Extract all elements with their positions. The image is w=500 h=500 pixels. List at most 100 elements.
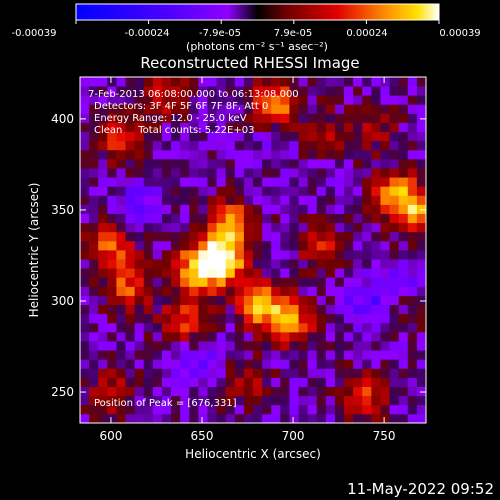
heatmap-cell xyxy=(407,322,418,333)
heatmap-cell xyxy=(225,404,236,415)
heatmap-cell xyxy=(207,177,217,187)
heatmap-cell xyxy=(307,277,318,287)
heatmap-cell xyxy=(207,131,217,142)
heatmap-cell xyxy=(171,95,181,105)
heatmap-cell xyxy=(271,122,281,133)
heatmap-cell xyxy=(80,186,90,196)
heatmap-cell xyxy=(89,131,99,142)
heatmap-cell xyxy=(243,259,254,269)
heatmap-cell xyxy=(307,213,318,224)
heatmap-cell xyxy=(316,404,327,415)
heatmap-cell xyxy=(143,122,154,133)
heatmap-cell xyxy=(143,250,154,260)
heatmap-cell xyxy=(289,204,299,214)
heatmap-cell xyxy=(180,158,190,169)
heatmap-cell xyxy=(344,295,354,306)
heatmap-cell xyxy=(234,413,245,424)
heatmap-cell xyxy=(171,286,181,296)
heatmap-cell xyxy=(316,395,327,406)
heatmap-cell xyxy=(271,204,281,214)
heatmap-cell xyxy=(243,131,254,142)
heatmap-cell xyxy=(171,341,181,351)
heatmap-cell xyxy=(89,140,99,151)
heatmap-cell xyxy=(262,331,272,342)
heatmap-cell xyxy=(225,149,236,160)
heatmap-cell xyxy=(344,86,354,96)
heatmap-cell xyxy=(207,195,217,205)
heatmap-cell xyxy=(325,404,336,415)
heatmap-cell xyxy=(416,259,427,269)
heatmap-cell xyxy=(225,304,236,315)
heatmap-cell xyxy=(161,177,172,187)
heatmap-cell xyxy=(143,304,154,315)
heatmap-cell xyxy=(189,350,199,360)
heatmap-cell xyxy=(389,277,400,287)
heatmap-cell xyxy=(189,395,199,406)
heatmap-cell xyxy=(225,377,236,387)
heatmap-cell xyxy=(98,386,108,397)
heatmap-cell xyxy=(389,168,400,178)
heatmap-cell xyxy=(216,350,227,360)
heatmap-cell xyxy=(225,386,236,397)
heatmap-cell xyxy=(207,149,217,160)
heatmap-cell xyxy=(262,131,272,142)
heatmap-cell xyxy=(307,222,318,233)
heatmap-cell xyxy=(180,268,190,278)
heatmap-cell xyxy=(180,386,190,397)
heatmap-cell xyxy=(316,95,327,105)
heatmap-cell xyxy=(134,222,145,233)
heatmap-cell xyxy=(280,95,290,105)
heatmap-cell xyxy=(407,313,418,324)
heatmap-cell xyxy=(416,250,427,260)
heatmap-cell xyxy=(262,240,272,251)
heatmap-cell xyxy=(344,277,354,287)
heatmap-cell xyxy=(161,240,172,251)
heatmap-cell xyxy=(289,395,299,406)
heatmap-cell xyxy=(98,186,108,196)
heatmap-cell xyxy=(80,113,90,123)
heatmap-cell xyxy=(161,268,172,278)
heatmap-cell xyxy=(125,304,136,315)
heatmap-cell xyxy=(389,404,400,415)
heatmap-cell xyxy=(171,404,181,415)
heatmap-cell xyxy=(180,322,190,333)
heatmap-cell xyxy=(143,286,154,296)
heatmap-cell xyxy=(134,95,145,105)
heatmap-cell xyxy=(171,413,181,424)
heatmap-cell xyxy=(161,359,172,369)
heatmap-cell xyxy=(371,295,381,306)
heatmap-cell xyxy=(180,277,190,287)
heatmap-cell xyxy=(389,104,400,114)
heatmap-cell xyxy=(161,341,172,351)
heatmap-cell xyxy=(362,77,372,87)
heatmap-cell xyxy=(89,177,99,187)
heatmap-cell xyxy=(380,304,390,315)
heatmap-cell xyxy=(225,250,236,260)
heatmap-cell xyxy=(344,240,354,251)
heatmap-cell xyxy=(280,86,290,96)
heatmap-cell xyxy=(407,204,418,214)
heatmap-cell xyxy=(207,213,217,224)
heatmap-cell xyxy=(225,240,236,251)
heatmap-cell xyxy=(289,331,299,342)
heatmap-cell xyxy=(89,250,99,260)
heatmap-cell xyxy=(143,350,154,360)
heatmap-cell xyxy=(134,86,145,96)
heatmap-cell xyxy=(344,268,354,278)
heatmap-cell xyxy=(371,113,381,123)
heatmap-cell xyxy=(125,186,136,196)
heatmap-cell xyxy=(198,149,208,160)
heatmap-cell xyxy=(152,77,163,87)
heatmap-cell xyxy=(325,286,336,296)
y-axis-label: Heliocentric Y (arcsec) xyxy=(27,183,41,318)
heatmap-cell xyxy=(334,322,345,333)
heatmap-cell xyxy=(344,186,354,196)
heatmap-cell xyxy=(316,377,327,387)
heatmap-cell xyxy=(116,350,126,360)
heatmap-cell xyxy=(334,113,345,123)
heatmap-cell xyxy=(216,131,227,142)
heatmap-cell xyxy=(380,295,390,306)
heatmap-cell xyxy=(134,386,145,397)
heatmap-cell xyxy=(271,295,281,306)
heatmap-cell xyxy=(371,286,381,296)
